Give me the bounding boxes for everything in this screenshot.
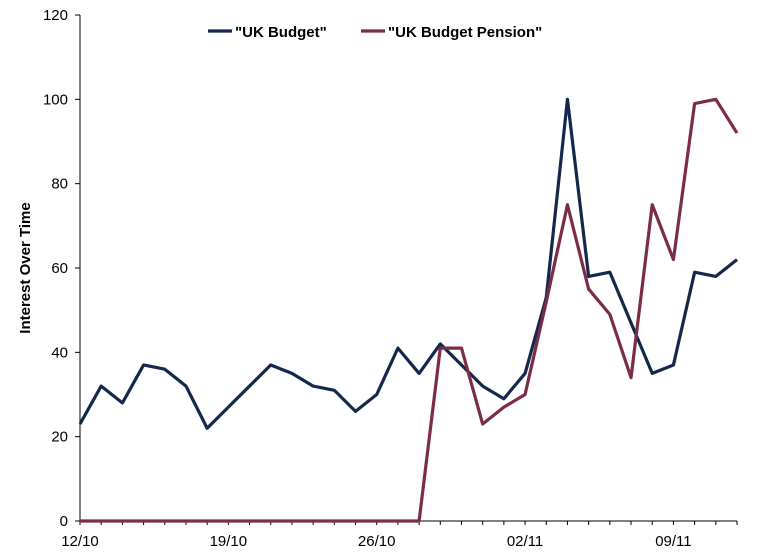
series-line-2 <box>80 97 739 523</box>
legend-label: "UK Budget" <box>235 24 327 41</box>
chart-axes <box>75 14 738 525</box>
x-tick-label: 09/11 <box>655 533 691 550</box>
y-tick-labels: 0 20 40 60 80 100 120 <box>43 7 68 530</box>
series-lines <box>78 97 739 523</box>
x-tick-label: 02/11 <box>507 533 543 550</box>
y-tick-label: 120 <box>43 7 68 24</box>
x-tick-label: 26/10 <box>358 533 396 550</box>
y-axis-title: Interest Over Time <box>17 202 34 333</box>
y-tick-label: 80 <box>51 176 68 193</box>
y-tick-label: 0 <box>60 513 68 530</box>
x-tick-label: 12/10 <box>61 533 99 550</box>
y-tick-label: 60 <box>51 260 68 277</box>
series-line-1 <box>78 97 738 430</box>
y-tick-label: 100 <box>43 91 68 108</box>
legend-label: "UK Budget Pension" <box>388 24 542 41</box>
x-tick-labels: 12/10 19/10 26/10 02/11 09/11 <box>61 533 691 550</box>
y-tick-label: 40 <box>51 344 68 361</box>
legend: "UK Budget" "UK Budget Pension" <box>208 24 542 41</box>
y-tick-label: 20 <box>51 429 68 446</box>
x-tick-label: 19/10 <box>210 533 248 550</box>
